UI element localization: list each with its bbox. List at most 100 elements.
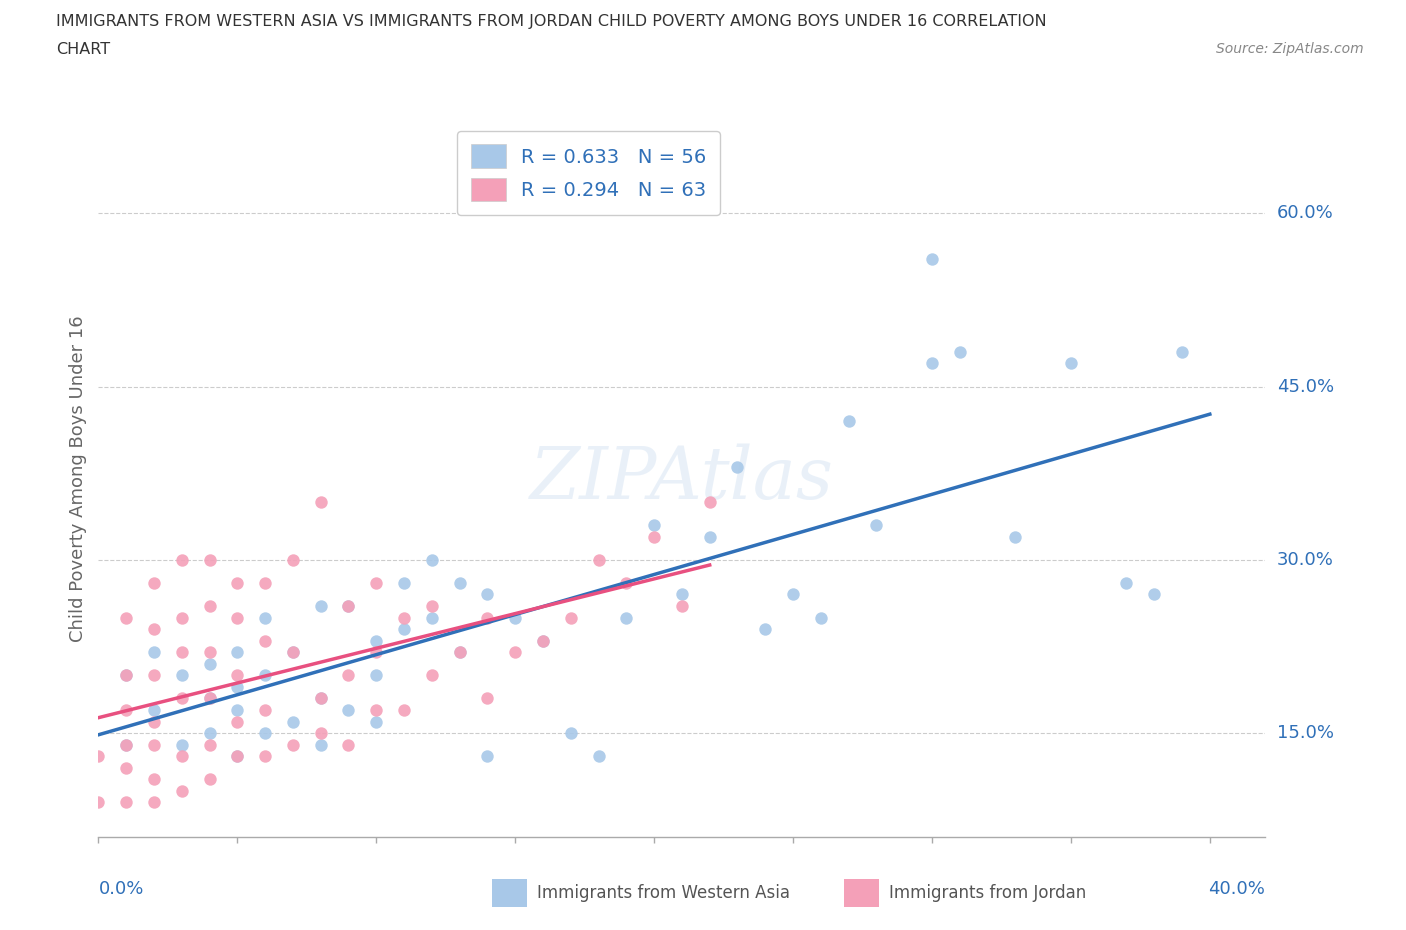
- Point: [392, 610, 415, 625]
- Point: [143, 621, 166, 636]
- Point: [198, 737, 221, 752]
- Point: [449, 644, 471, 659]
- Point: [226, 749, 249, 764]
- Point: [254, 702, 277, 717]
- Point: [170, 644, 193, 659]
- Point: [1143, 587, 1166, 602]
- Point: [1171, 344, 1194, 359]
- Point: [226, 668, 249, 683]
- Point: [420, 599, 443, 614]
- Point: [143, 714, 166, 729]
- Point: [226, 576, 249, 591]
- Point: [309, 691, 332, 706]
- Legend: R = 0.633   N = 56, R = 0.294   N = 63: R = 0.633 N = 56, R = 0.294 N = 63: [457, 130, 720, 215]
- Point: [337, 668, 360, 683]
- Point: [1060, 356, 1083, 371]
- Point: [115, 610, 138, 625]
- Text: 0.0%: 0.0%: [98, 880, 143, 898]
- Point: [254, 610, 277, 625]
- Point: [226, 644, 249, 659]
- Point: [366, 576, 388, 591]
- Point: [143, 644, 166, 659]
- Point: [420, 552, 443, 567]
- Point: [281, 644, 304, 659]
- Point: [503, 610, 526, 625]
- Point: [170, 552, 193, 567]
- Point: [198, 725, 221, 740]
- Point: [115, 702, 138, 717]
- Point: [366, 633, 388, 648]
- Point: [782, 587, 804, 602]
- Point: [281, 644, 304, 659]
- Point: [115, 737, 138, 752]
- Point: [226, 749, 249, 764]
- Text: 40.0%: 40.0%: [1209, 880, 1265, 898]
- Point: [254, 749, 277, 764]
- Point: [337, 702, 360, 717]
- Point: [309, 691, 332, 706]
- Point: [143, 737, 166, 752]
- Point: [392, 621, 415, 636]
- Point: [643, 518, 665, 533]
- Point: [865, 518, 887, 533]
- Point: [254, 725, 277, 740]
- Point: [115, 760, 138, 775]
- Point: [366, 714, 388, 729]
- Point: [614, 576, 637, 591]
- Text: 30.0%: 30.0%: [1277, 551, 1334, 569]
- Point: [281, 552, 304, 567]
- Point: [198, 691, 221, 706]
- Point: [366, 668, 388, 683]
- Point: [143, 668, 166, 683]
- Point: [1115, 576, 1137, 591]
- Point: [198, 644, 221, 659]
- Text: Source: ZipAtlas.com: Source: ZipAtlas.com: [1216, 42, 1364, 56]
- Point: [949, 344, 972, 359]
- Point: [588, 552, 610, 567]
- Point: [254, 576, 277, 591]
- Text: IMMIGRANTS FROM WESTERN ASIA VS IMMIGRANTS FROM JORDAN CHILD POVERTY AMONG BOYS : IMMIGRANTS FROM WESTERN ASIA VS IMMIGRAN…: [56, 14, 1047, 29]
- Point: [449, 644, 471, 659]
- Text: Immigrants from Jordan: Immigrants from Jordan: [889, 884, 1085, 902]
- Point: [643, 529, 665, 544]
- Point: [198, 772, 221, 787]
- Point: [671, 599, 693, 614]
- Point: [115, 668, 138, 683]
- Point: [170, 668, 193, 683]
- Point: [281, 714, 304, 729]
- Text: Immigrants from Western Asia: Immigrants from Western Asia: [537, 884, 790, 902]
- Y-axis label: Child Poverty Among Boys Under 16: Child Poverty Among Boys Under 16: [69, 315, 87, 643]
- Point: [560, 725, 582, 740]
- Point: [87, 795, 110, 810]
- Point: [420, 610, 443, 625]
- Point: [226, 702, 249, 717]
- Point: [727, 460, 749, 475]
- Point: [392, 702, 415, 717]
- Point: [337, 737, 360, 752]
- Point: [588, 749, 610, 764]
- Point: [560, 610, 582, 625]
- Point: [170, 783, 193, 798]
- Point: [838, 414, 860, 429]
- Point: [226, 610, 249, 625]
- Point: [449, 576, 471, 591]
- Point: [477, 691, 499, 706]
- Point: [170, 610, 193, 625]
- Point: [309, 599, 332, 614]
- Point: [143, 795, 166, 810]
- Point: [198, 599, 221, 614]
- Text: 60.0%: 60.0%: [1277, 205, 1334, 222]
- Point: [198, 552, 221, 567]
- Point: [281, 737, 304, 752]
- Point: [226, 680, 249, 695]
- Point: [198, 691, 221, 706]
- Point: [309, 725, 332, 740]
- Point: [254, 633, 277, 648]
- Point: [254, 668, 277, 683]
- Point: [503, 644, 526, 659]
- Point: [699, 495, 721, 510]
- Point: [531, 633, 554, 648]
- Point: [699, 529, 721, 544]
- Point: [921, 252, 943, 267]
- Point: [477, 749, 499, 764]
